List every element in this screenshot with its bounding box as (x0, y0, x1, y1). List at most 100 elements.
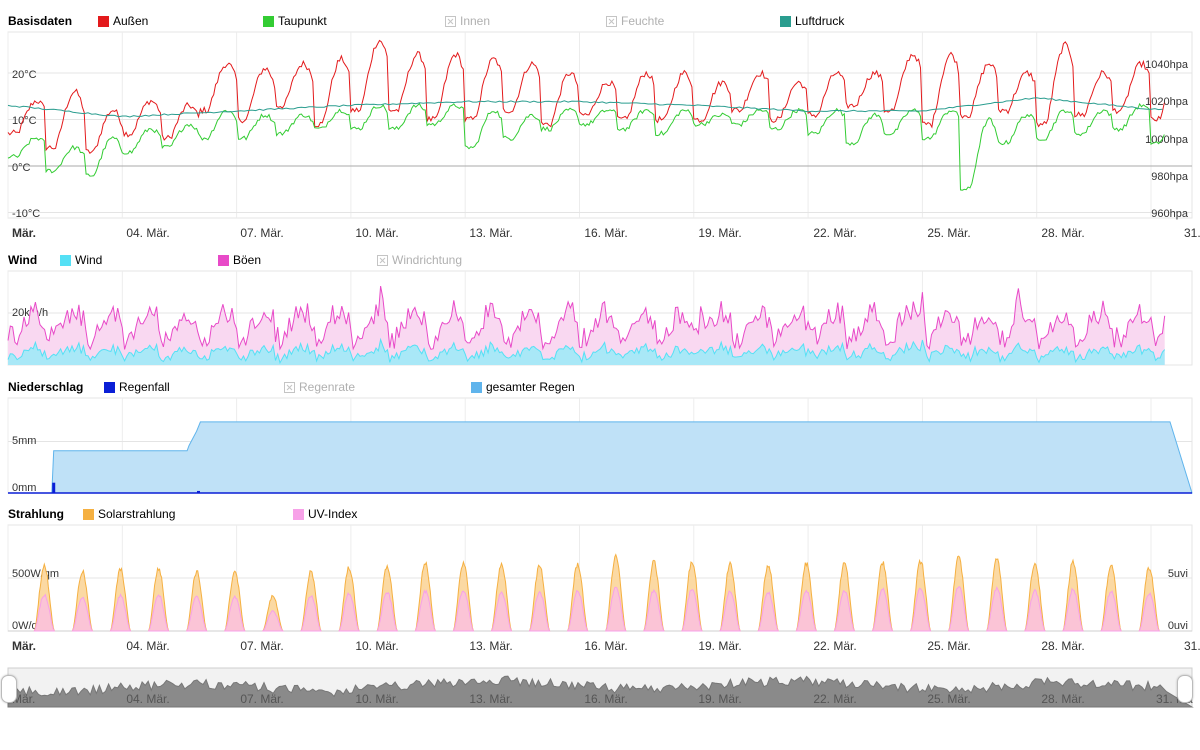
x-tick-label-top: 31. Mä (1184, 226, 1200, 240)
legend-item-windrichtung[interactable]: Windrichtung (377, 253, 462, 267)
series-gesamter-regen-area (8, 421, 1193, 494)
navigator-tick-label: 10. Mär. (355, 692, 398, 706)
series-uv-peak (147, 594, 170, 632)
navigator-left-handle[interactable] (1, 675, 17, 703)
wind-chart: 20km/h0km/h (7, 270, 1193, 366)
legend-label: gesamter Regen (486, 380, 575, 394)
legend-item-innen[interactable]: Innen (445, 14, 490, 28)
x-tick-label-top: 22. Mär. (813, 226, 856, 240)
x-tick-label-bottom: 10. Mär. (355, 639, 398, 653)
legend-label: UV-Index (308, 507, 358, 521)
legend-swatch (98, 15, 109, 27)
series-uv-peak (528, 590, 551, 632)
legend-item-b-en[interactable]: Böen (218, 253, 261, 267)
legend-swatch (60, 254, 71, 266)
series-boeen-area (8, 286, 1165, 365)
series-aussen-line (7, 39, 1165, 155)
series-uv-peak (757, 591, 780, 632)
legend-swatch (377, 254, 388, 266)
legend-label: Solarstrahlung (98, 507, 176, 521)
navigator-right-handle[interactable] (1177, 675, 1193, 703)
legend-swatch (445, 15, 456, 27)
legend-swatch (606, 15, 617, 27)
series-uv-peak (643, 588, 665, 632)
legend-label: Böen (233, 253, 262, 267)
series-regenfall-bar (52, 482, 56, 493)
legend-swatch (780, 15, 791, 27)
series-uv-peak (71, 596, 94, 632)
legend-item-regenfall[interactable]: Regenfall (104, 380, 170, 394)
navigator-tick-label: 28. Mär. (1041, 692, 1084, 706)
wind-panel-title: Wind (8, 253, 38, 267)
series-uv-peak (1062, 587, 1084, 632)
legend-item-feuchte[interactable]: Feuchte (606, 14, 664, 28)
navigator-tick-label: 22. Mär. (813, 692, 856, 706)
series-uv-peak (109, 593, 132, 632)
legend-swatch (263, 15, 274, 27)
legend-label: Wind (75, 253, 103, 267)
series-uv-peak (452, 590, 475, 632)
x-tick-label-bottom: 13. Mär. (469, 639, 512, 653)
x-tick-label-top: 07. Mär. (240, 226, 283, 240)
series-uv-peak (33, 593, 56, 632)
series-wind-line (7, 337, 1166, 365)
y-tick-label-right: 0uvi (1168, 620, 1188, 632)
x-tick-label-top: Mär. (12, 226, 36, 240)
legend-label: Regenrate (299, 380, 356, 394)
x-axis-labels: Mär. 04. Mär. 07. Mär. 10. Mär. 13. Mär. 16. … (12, 226, 1200, 653)
legend-item-au-en[interactable]: Außen (98, 14, 148, 28)
legend-item-uv-index[interactable]: UV-Index (293, 507, 357, 521)
legend-swatch (471, 381, 482, 393)
series-uv-peak (223, 594, 246, 632)
legend-swatch (284, 381, 295, 393)
wind-legend: Wind Wind Böen Windrichtung (8, 253, 1192, 269)
navigator-tick-label: 16. Mär. (584, 692, 627, 706)
series-uv-peak (1024, 588, 1046, 632)
navigator-tick-label: 19. Mär. (698, 692, 741, 706)
series-uv-peak (871, 587, 894, 632)
series-boeen-line (7, 286, 1166, 351)
series-uv-peak (566, 589, 589, 632)
legend-item-gesamter-regen[interactable]: gesamter Regen (471, 380, 575, 394)
x-tick-label-top: 19. Mär. (698, 226, 741, 240)
legend-label: Windrichtung (392, 253, 463, 267)
basisdaten-chart: 20°C 10°C 0°C -10°C 1040hpa 1020hpa 1000hpa 980… (7, 31, 1193, 220)
legend-swatch (293, 508, 304, 520)
series-regenfall-bar (197, 490, 200, 493)
solar-panel-title: Strahlung (8, 507, 64, 521)
navigator-tick-label: 13. Mär. (469, 692, 512, 706)
series-uv-peak (947, 586, 970, 632)
y-tick-label-left: 10°C (12, 115, 37, 127)
legend-item-taupunkt[interactable]: Taupunkt (263, 14, 327, 28)
y-tick-label-right: 5uvi (1168, 568, 1188, 580)
y-tick-label-left: 0mm (12, 482, 36, 494)
y-tick-label-right: 1020hpa (1145, 96, 1189, 108)
x-tick-label-bottom: 31. Mä (1184, 639, 1200, 653)
solar-legend: Strahlung Solarstrahlung UV-Index (8, 507, 1192, 523)
y-tick-label-left: -10°C (12, 208, 40, 220)
navigator-series (7, 675, 1194, 708)
legend-swatch (83, 508, 94, 520)
series-uv-peak (414, 589, 437, 632)
legend-item-luftdruck[interactable]: Luftdruck (780, 14, 844, 28)
legend-item-regenrate[interactable]: Regenrate (284, 380, 355, 394)
y-tick-label-left: 500W/qm (12, 568, 59, 580)
series-uv-peak (490, 591, 513, 632)
series-uv-peak (1138, 592, 1161, 632)
y-tick-label-left: 5mm (12, 435, 36, 447)
plot-area (7, 31, 1193, 219)
series-uv-peak (795, 589, 818, 632)
rain-legend: Niederschlag Regenfall Regenrate gesamter R… (8, 380, 1192, 396)
legend-label: Außen (113, 14, 149, 28)
series-uv-peak (605, 586, 627, 632)
y-tick-label-right: 1040hpa (1145, 59, 1189, 71)
series-uv-peak (909, 587, 932, 632)
x-tick-label-bottom: 28. Mär. (1041, 639, 1084, 653)
legend-label: Innen (460, 14, 491, 28)
legend-swatch (104, 381, 115, 393)
x-tick-label-top: 16. Mär. (584, 226, 627, 240)
legend-label: Taupunkt (278, 14, 327, 28)
legend-item-solarstrahlung[interactable]: Solarstrahlung (83, 507, 175, 521)
legend-item-wind[interactable]: Wind (60, 253, 102, 267)
